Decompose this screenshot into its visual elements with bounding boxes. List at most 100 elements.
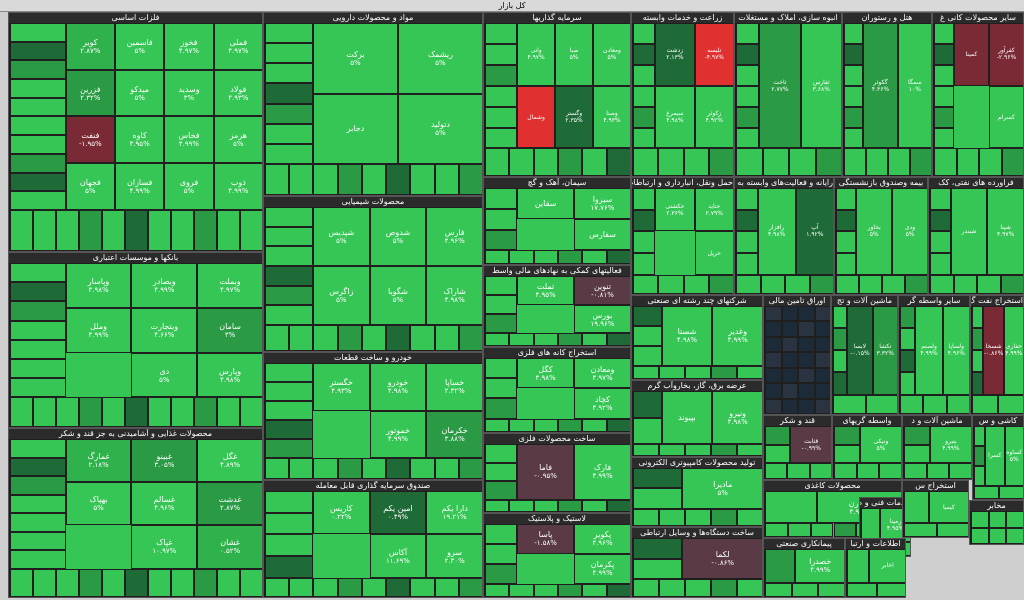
minor-stock-cell[interactable]	[798, 352, 815, 368]
minor-stock-cell[interactable]	[217, 568, 240, 597]
stock-cell[interactable]: سرو ۲.۳۰%	[426, 534, 482, 578]
stock-cell[interactable]: شپدیس ۵%	[312, 207, 370, 267]
minor-stock-cell[interactable]	[781, 383, 798, 399]
minor-stock-cell[interactable]	[148, 397, 171, 427]
stock-cell[interactable]: خکرمان ۳.۸۸%	[426, 410, 482, 459]
minor-stock-cell[interactable]	[736, 231, 758, 254]
stock-cell[interactable]: دارا یکم ۱۹.۲۱%	[426, 491, 482, 535]
minor-stock-cell[interactable]	[10, 550, 66, 569]
minor-stock-cell[interactable]	[798, 367, 815, 384]
minor-stock-cell[interactable]	[760, 274, 785, 294]
minor-stock-cell[interactable]	[171, 397, 194, 427]
minor-stock-cell[interactable]	[485, 64, 518, 86]
stock-cell[interactable]: بهپاک ۵%	[65, 482, 132, 526]
minor-stock-cell[interactable]	[866, 148, 888, 176]
stock-cell[interactable]: وصنا ۴.۹۳%	[593, 85, 630, 149]
minor-stock-cell[interactable]	[934, 23, 954, 44]
minor-stock-cell[interactable]	[56, 397, 79, 427]
minor-stock-cell[interactable]	[313, 325, 338, 351]
minor-stock-cell[interactable]	[240, 568, 262, 597]
minor-stock-cell[interactable]	[856, 463, 880, 479]
minor-stock-cell[interactable]	[930, 209, 951, 232]
stock-cell[interactable]: بپیوند	[661, 391, 713, 445]
minor-stock-cell[interactable]	[485, 23, 518, 44]
minor-stock-cell[interactable]	[10, 263, 66, 283]
stock-cell[interactable]: کویر ۲.۸۷%	[65, 23, 115, 70]
minor-stock-cell[interactable]	[633, 488, 683, 509]
stock-cell[interactable]: فنفت -۱.۹۵%	[65, 116, 115, 164]
minor-stock-cell[interactable]	[834, 444, 860, 464]
minor-stock-cell[interactable]	[361, 458, 387, 479]
minor-stock-cell[interactable]	[10, 568, 33, 597]
minor-stock-cell[interactable]	[971, 511, 989, 528]
sector-8[interactable]: سیمان، آهک و گچ سیزوا ۱۷.۷۶% سقاین سفارس	[483, 177, 631, 265]
minor-stock-cell[interactable]	[659, 579, 685, 597]
minor-stock-cell[interactable]	[934, 85, 954, 107]
stock-cell[interactable]: گکوثر ۴.۳۶%	[863, 23, 898, 149]
minor-stock-cell[interactable]	[410, 164, 435, 195]
minor-stock-cell[interactable]	[485, 127, 518, 149]
sector-19[interactable]: بیمه وصندوق بازنشستگی ودی ۵% بخاور ۵%	[834, 177, 928, 295]
minor-stock-cell[interactable]	[633, 579, 659, 597]
minor-stock-cell[interactable]	[171, 209, 194, 251]
stock-cell[interactable]: دجابر	[312, 93, 398, 165]
minor-stock-cell[interactable]	[313, 164, 338, 195]
stock-cell[interactable]: آکاس ۱۱.۶۹%	[369, 534, 427, 578]
minor-stock-cell[interactable]	[844, 106, 864, 128]
minor-stock-cell[interactable]	[711, 508, 737, 526]
minor-stock-cell[interactable]	[836, 209, 857, 232]
minor-stock-cell[interactable]	[904, 491, 929, 524]
minor-stock-cell[interactable]	[977, 274, 1001, 294]
stock-cell[interactable]: پکویر ۴.۹۶%	[574, 524, 630, 554]
stock-cell[interactable]: ونیکی ۵%	[859, 426, 901, 464]
minor-stock-cell[interactable]	[765, 383, 782, 399]
minor-stock-cell[interactable]	[936, 523, 968, 537]
minor-stock-cell[interactable]	[485, 358, 518, 379]
stock-cell[interactable]: فولاد ۴.۹۳%	[213, 69, 262, 117]
minor-stock-cell[interactable]	[265, 266, 313, 286]
stock-cell[interactable]: زاگرس ۵%	[312, 266, 370, 326]
minor-stock-cell[interactable]	[633, 253, 656, 275]
minor-stock-cell[interactable]	[10, 191, 66, 210]
minor-stock-cell[interactable]	[765, 426, 791, 445]
stock-cell[interactable]: ذوب ۴.۹۹%	[213, 163, 262, 210]
minor-stock-cell[interactable]	[102, 209, 125, 251]
minor-stock-cell[interactable]	[798, 383, 815, 399]
minor-stock-cell[interactable]	[815, 148, 841, 176]
stock-cell[interactable]: ولصنم ۴.۹۹%	[915, 306, 943, 395]
minor-stock-cell[interactable]	[313, 458, 338, 479]
stock-cell[interactable]: وسدید ۳%	[164, 69, 214, 117]
stock-cell[interactable]: وغدیر ۴.۹۹%	[712, 306, 762, 366]
minor-stock-cell[interactable]	[833, 328, 848, 351]
sector-18[interactable]: رایانه و فعالیت‌های وابسته به آن آپ ۱.۹۲% ر…	[734, 177, 834, 295]
minor-stock-cell[interactable]	[765, 306, 782, 322]
minor-stock-cell[interactable]	[633, 106, 656, 128]
minor-stock-cell[interactable]	[485, 444, 518, 463]
minor-stock-cell[interactable]	[900, 394, 924, 414]
minor-stock-cell[interactable]	[971, 527, 989, 544]
stock-cell[interactable]: ومعادن ۴.۹۷%	[574, 358, 630, 389]
minor-stock-cell[interactable]	[458, 325, 482, 351]
minor-stock-cell[interactable]	[10, 79, 66, 98]
minor-stock-cell[interactable]	[265, 534, 313, 557]
minor-stock-cell[interactable]	[833, 350, 848, 373]
minor-stock-cell[interactable]	[814, 367, 830, 384]
minor-stock-cell[interactable]	[904, 523, 937, 537]
minor-stock-cell[interactable]	[659, 508, 685, 526]
minor-stock-cell[interactable]	[765, 549, 796, 583]
sector-30[interactable]: واسطه گریهای ونیکی ۵%	[832, 415, 902, 480]
minor-stock-cell[interactable]	[265, 43, 313, 64]
minor-stock-cell[interactable]	[904, 444, 930, 464]
stock-cell[interactable]: بورس ۱۹.۹۶%	[574, 304, 630, 334]
sector-27[interactable]: سایر واسطه گر ولساپا ۴.۹۶% ولصنم ۴.۹۹%	[898, 295, 970, 415]
minor-stock-cell[interactable]	[533, 333, 558, 346]
minor-stock-cell[interactable]	[265, 363, 313, 383]
minor-stock-cell[interactable]	[386, 164, 411, 195]
minor-stock-cell[interactable]	[781, 321, 798, 337]
minor-stock-cell[interactable]	[10, 116, 66, 136]
stock-cell[interactable]: خموتور ۴.۹۹%	[369, 410, 427, 459]
minor-stock-cell[interactable]	[485, 229, 518, 251]
stock-cell[interactable]: مادیرا ۵%	[682, 468, 762, 509]
minor-stock-cell[interactable]	[56, 568, 79, 597]
minor-stock-cell[interactable]	[930, 253, 951, 275]
